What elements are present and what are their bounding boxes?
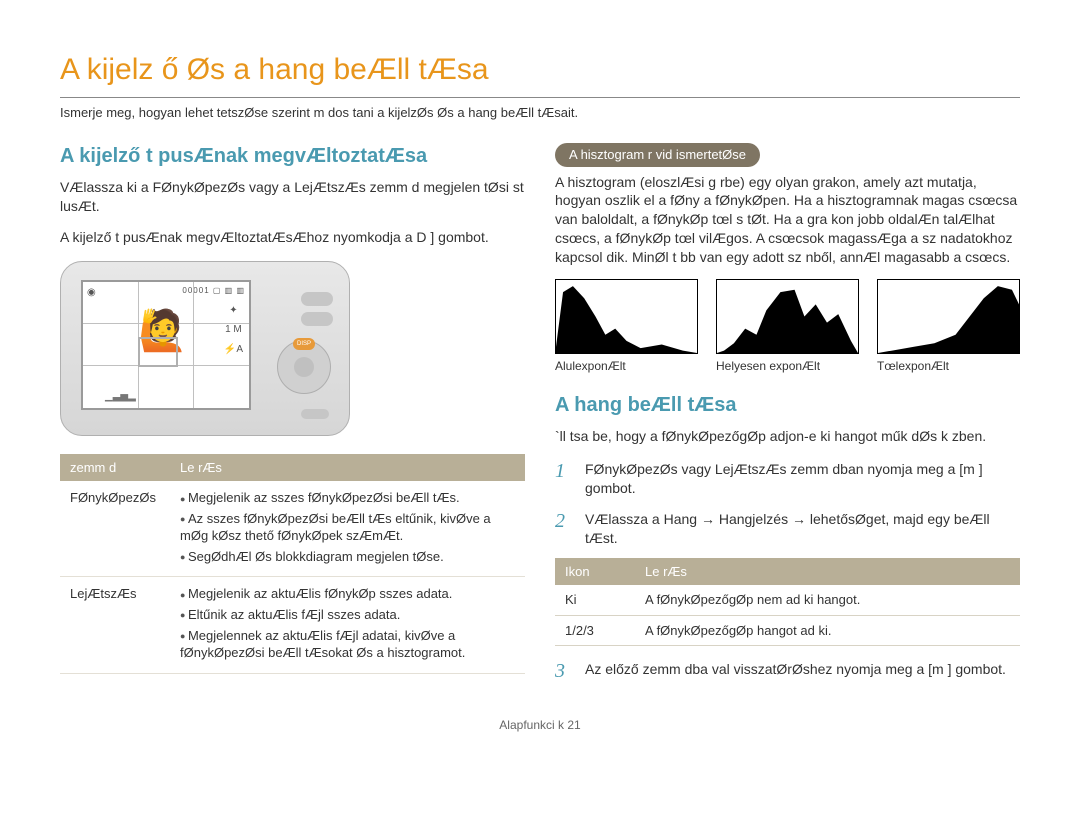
mode-item: Az sszes fØnykØpezØsi beÆll tÆs eltűnik,… [180,510,515,545]
camera-screen: ◉ 00001 ▢ ▥ ▥ 🙋 ▁▃▅▂ ✦ 1 M ⚡A [81,280,251,410]
dpad: DISP [277,340,331,394]
camera-diagram: ◉ 00001 ▢ ▥ ▥ 🙋 ▁▃▅▂ ✦ 1 M ⚡A DISP [60,261,525,436]
display-type-p2: A kijelző t pusÆnak megvÆltoztatÆsÆhoz n… [60,228,525,247]
display-type-heading: A kijelző t pusÆnak megvÆltoztatÆsa [60,143,525,170]
histogram-under [555,279,698,354]
disp-button: DISP [293,338,315,350]
camera-bottom-button [301,409,329,419]
table-row: FØnykØpezØs Megjelenik az sszes fØnykØpe… [60,481,525,577]
page-footer: Alapfunkci k 21 [60,717,1020,733]
desc-cell: A fØnykØpezőgØp nem ad ki hangot. [635,585,1020,615]
camera-top-buttons [301,292,333,326]
step-number: 2 [555,508,575,548]
mode-item: SegØdhÆl Øs blokkdiagram megjelen tØse. [180,548,515,566]
mode-table-head-desc: Le rÆs [170,454,525,482]
icon-cell: Ki [555,585,635,615]
page-title: A kijelz ő Øs a hang beÆll tÆsa [60,50,1020,98]
table-row: 1/2/3 A fØnykØpezőgØp hangot ad ki. [555,615,1020,646]
focus-box-icon [138,337,178,367]
mode-item: Megjelenik az aktuÆlis fØnykØp sszes ada… [180,585,515,603]
camera-counter: 00001 ▢ ▥ ▥ [182,286,245,297]
histogram-label-over: TœlexponÆlt [877,358,1020,374]
desc-cell: A fØnykØpezőgØp hangot ad ki. [635,615,1020,646]
histogram-label-under: AlulexponÆlt [555,358,698,374]
histogram-label-correct: Helyesen exponÆlt [716,358,859,374]
sparkle-icon: ✦ [229,304,237,318]
screen-side-icons: ✦ 1 M ⚡A [224,304,243,357]
mode-cell: FØnykØpezØs [60,481,170,577]
right-column: A hisztogram r vid ismertetØse A hisztog… [555,143,1020,695]
mode-table-head-mode: zemm d [60,454,170,482]
step-number: 3 [555,658,575,685]
histogram-row: AlulexponÆlt Helyesen exponÆlt TœlexponÆ… [555,279,1020,374]
table-row: Ki A fØnykØpezőgØp nem ad ki hangot. [555,585,1020,615]
table-row: LejÆtszÆs Megjelenik az aktuÆlis fØnykØp… [60,577,525,673]
steps-list: 1 FØnykØpezØs vagy LejÆtszÆs zemm dban n… [555,458,1020,548]
step-number: 1 [555,458,575,498]
icon-cell: 1/2/3 [555,615,635,646]
mode-table: zemm d Le rÆs FØnykØpezØs Megjelenik az … [60,454,525,674]
page-subtitle: Ismerje meg, hogyan lehet tetszØse szeri… [60,104,1020,122]
icon-table-head-icon: Ikon [555,558,635,586]
mode-item: Megjelennek az aktuÆlis fÆjl adatai, kiv… [180,627,515,662]
step-text: FØnykØpezØs vagy LejÆtszÆs zemm dban nyo… [585,458,1020,498]
display-type-p1: VÆlassza ki a FØnykØpezØs vagy a LejÆtsz… [60,178,525,216]
histogram-correct [716,279,859,354]
flash-icon: ⚡A [224,343,243,357]
mode-cell: LejÆtszÆs [60,577,170,673]
icon-table: Ikon Le rÆs Ki A fØnykØpezőgØp nem ad ki… [555,558,1020,647]
histogram-text: A hisztogram (eloszlÆsi g rbe) egy olyan… [555,173,1020,267]
histogram-pill: A hisztogram r vid ismertetØse [555,143,760,167]
left-column: A kijelző t pusÆnak megvÆltoztatÆsa VÆla… [60,143,525,695]
mode-item: Megjelenik az sszes fØnykØpezØsi beÆll t… [180,489,515,507]
step-text: VÆlassza a Hang → Hangjelzés → lehetősØg… [585,508,1020,548]
icon-table-head-desc: Le rÆs [635,558,1020,586]
step-text: Az előző zemm dba val visszatØrØshez nyo… [585,658,1020,685]
camera-mode-icon: ◉ [87,286,96,300]
sound-intro: `ll tsa be, hogy a fØnykØpezőgØp adjon-e… [555,427,1020,446]
res-icon: 1 M [225,323,242,337]
mode-item: Eltűnik az aktuÆlis fÆjl sszes adata. [180,606,515,624]
histogram-icon: ▁▃▅▂ [105,390,136,404]
histogram-over [877,279,1020,354]
sound-heading: A hang beÆll tÆsa [555,392,1020,419]
